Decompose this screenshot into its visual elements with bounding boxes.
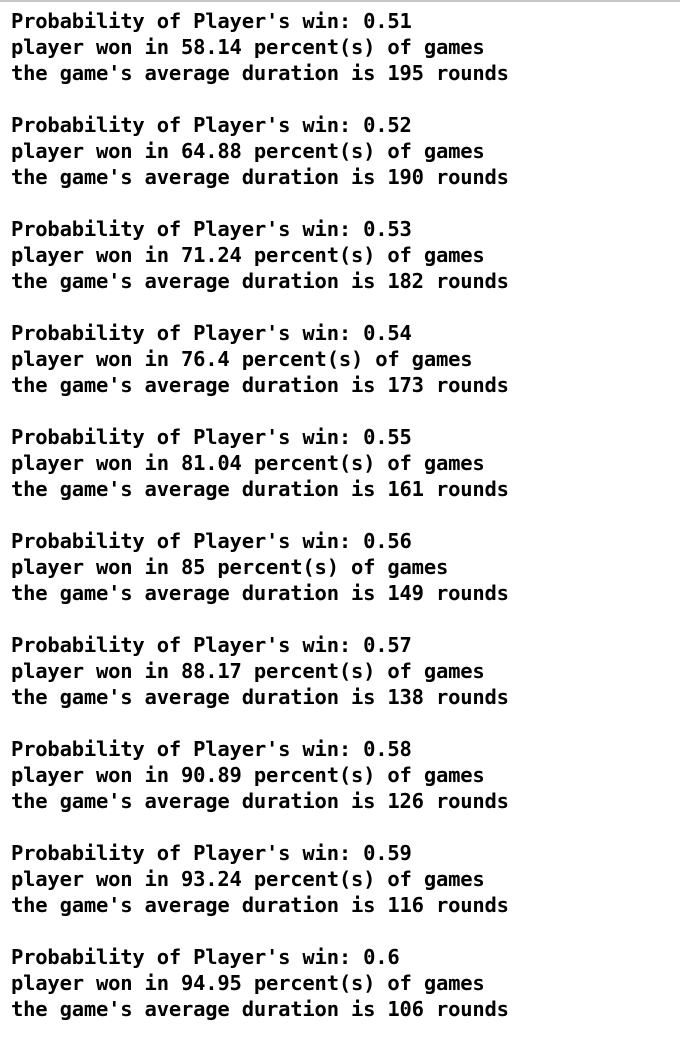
win-percentage-line: player won in 85 percent(s) of games — [11, 555, 449, 579]
average-duration-line: the game's average duration is 173 round… — [11, 373, 509, 397]
win-percentage-line: player won in 76.4 percent(s) of games — [11, 347, 473, 371]
result-block: Probability of Player's win: 0.57 player… — [11, 632, 676, 710]
result-block: Probability of Player's win: 0.54 player… — [11, 320, 676, 398]
result-block: Probability of Player's win: 0.6 player … — [11, 944, 676, 1022]
win-percentage-line: player won in 71.24 percent(s) of games — [11, 243, 485, 267]
result-block: Probability of Player's win: 0.53 player… — [11, 216, 676, 294]
probability-line: Probability of Player's win: 0.51 — [11, 9, 412, 33]
probability-line: Probability of Player's win: 0.58 — [11, 737, 412, 761]
average-duration-line: the game's average duration is 195 round… — [11, 61, 509, 85]
average-duration-line: the game's average duration is 126 round… — [11, 789, 509, 813]
probability-line: Probability of Player's win: 0.56 — [11, 529, 412, 553]
average-duration-line: the game's average duration is 161 round… — [11, 477, 509, 501]
probability-line: Probability of Player's win: 0.53 — [11, 217, 412, 241]
average-duration-line: the game's average duration is 149 round… — [11, 581, 509, 605]
result-block: Probability of Player's win: 0.51 player… — [11, 8, 676, 86]
probability-line: Probability of Player's win: 0.57 — [11, 633, 412, 657]
result-block: Probability of Player's win: 0.59 player… — [11, 840, 676, 918]
win-percentage-line: player won in 88.17 percent(s) of games — [11, 659, 485, 683]
result-block: Probability of Player's win: 0.56 player… — [11, 528, 676, 606]
probability-line: Probability of Player's win: 0.6 — [11, 945, 400, 969]
window-top-border — [0, 0, 680, 2]
average-duration-line: the game's average duration is 182 round… — [11, 269, 509, 293]
win-percentage-line: player won in 81.04 percent(s) of games — [11, 451, 485, 475]
result-block: Probability of Player's win: 0.52 player… — [11, 112, 676, 190]
console-output[interactable]: Probability of Player's win: 0.51 player… — [11, 8, 676, 1048]
average-duration-line: the game's average duration is 138 round… — [11, 685, 509, 709]
win-percentage-line: player won in 58.14 percent(s) of games — [11, 35, 485, 59]
result-block: Probability of Player's win: 0.58 player… — [11, 736, 676, 814]
probability-line: Probability of Player's win: 0.54 — [11, 321, 412, 345]
probability-line: Probability of Player's win: 0.59 — [11, 841, 412, 865]
probability-line: Probability of Player's win: 0.52 — [11, 113, 412, 137]
average-duration-line: the game's average duration is 116 round… — [11, 893, 509, 917]
win-percentage-line: player won in 90.89 percent(s) of games — [11, 763, 485, 787]
win-percentage-line: player won in 93.24 percent(s) of games — [11, 867, 485, 891]
win-percentage-line: player won in 64.88 percent(s) of games — [11, 139, 485, 163]
win-percentage-line: player won in 94.95 percent(s) of games — [11, 971, 485, 995]
probability-line: Probability of Player's win: 0.55 — [11, 425, 412, 449]
result-block: Probability of Player's win: 0.55 player… — [11, 424, 676, 502]
average-duration-line: the game's average duration is 190 round… — [11, 165, 509, 189]
average-duration-line: the game's average duration is 106 round… — [11, 997, 509, 1021]
